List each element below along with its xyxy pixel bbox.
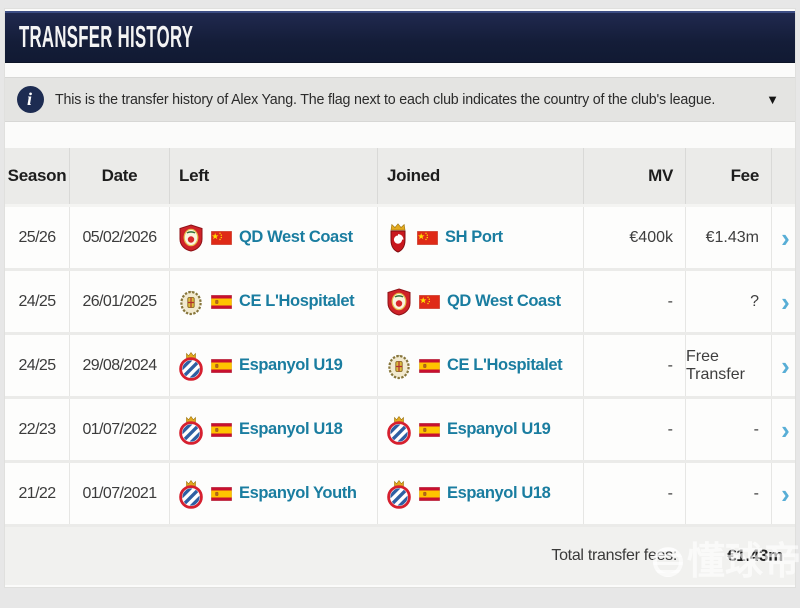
flag-spain-icon	[419, 422, 440, 437]
table-header-row: Season Date Left Joined MV Fee	[5, 148, 795, 207]
column-header-spacer	[771, 148, 797, 204]
left-club-name[interactable]: Espanyol U18	[239, 420, 343, 438]
joined-club-cell[interactable]: SH Port	[377, 207, 583, 268]
mv-cell: €400k	[583, 207, 685, 268]
flag-china-icon	[419, 294, 440, 309]
qd-west-coast-badge-icon	[386, 287, 412, 316]
column-header-season: Season	[7, 166, 67, 185]
left-club-name[interactable]: Espanyol Youth	[239, 484, 357, 502]
left-club-name[interactable]: CE L'Hospitalet	[239, 292, 355, 310]
fee-cell: -	[685, 399, 771, 460]
info-icon: i	[17, 86, 44, 113]
date-cell: 01/07/2022	[69, 399, 169, 460]
espanyol-badge-icon	[178, 415, 204, 445]
qd-west-coast-badge-icon	[178, 223, 204, 252]
ce-lhospitalet-badge-icon	[178, 288, 204, 316]
transfer-row[interactable]: 22/23 01/07/2022 Espanyol U18 Espanyol U…	[5, 399, 795, 463]
joined-club-cell[interactable]: Espanyol U18	[377, 463, 583, 524]
total-fees-value: €1.43m	[727, 546, 783, 565]
left-club-cell[interactable]: QD West Coast	[169, 207, 377, 268]
transfer-row[interactable]: 25/26 05/02/2026 QD West Coast SH Port €…	[5, 207, 795, 271]
season-cell: 21/22	[18, 484, 56, 502]
flag-spain-icon	[419, 358, 440, 373]
fee-cell: Free Transfer	[685, 335, 771, 396]
date-cell: 01/07/2021	[69, 463, 169, 524]
info-text: This is the transfer history of Alex Yan…	[55, 91, 716, 108]
row-chevron-right-icon[interactable]: ›	[781, 350, 790, 381]
flag-spain-icon	[419, 486, 440, 501]
row-chevron-right-icon[interactable]: ›	[781, 478, 790, 509]
row-chevron-right-icon[interactable]: ›	[781, 286, 790, 317]
joined-club-cell[interactable]: CE L'Hospitalet	[377, 335, 583, 396]
transfer-row[interactable]: 24/25 29/08/2024 Espanyol U19 CE L'Hospi…	[5, 335, 795, 399]
espanyol-badge-icon	[178, 351, 204, 381]
transfer-history-panel: TRANSFER HISTORY i This is the transfer …	[4, 8, 800, 588]
left-club-cell[interactable]: Espanyol U18	[169, 399, 377, 460]
mv-cell: -	[583, 399, 685, 460]
joined-club-name[interactable]: Espanyol U19	[447, 420, 551, 438]
fee-cell: -	[685, 463, 771, 524]
joined-club-cell[interactable]: QD West Coast	[377, 271, 583, 332]
page-title: TRANSFER HISTORY	[19, 20, 194, 54]
total-fees-label: Total transfer fees:	[551, 547, 677, 564]
column-header-date: Date	[69, 148, 169, 204]
fee-cell: €1.43m	[685, 207, 771, 268]
transfer-row[interactable]: 24/25 26/01/2025 CE L'Hospitalet QD West…	[5, 271, 795, 335]
espanyol-badge-icon	[178, 479, 204, 509]
flag-china-icon	[211, 230, 232, 245]
fee-cell: ?	[685, 271, 771, 332]
transfer-history-table: Season Date Left Joined MV Fee 25/26 05/…	[5, 148, 800, 585]
season-cell: 25/26	[18, 228, 56, 246]
left-club-cell[interactable]: CE L'Hospitalet	[169, 271, 377, 332]
table-footer: Total transfer fees: €1.43m 懂球帝	[5, 527, 800, 585]
joined-club-name[interactable]: SH Port	[445, 228, 503, 246]
transfer-row[interactable]: 21/22 01/07/2021 Espanyol Youth Espanyol…	[5, 463, 795, 527]
espanyol-badge-icon	[386, 415, 412, 445]
column-header-mv: MV	[583, 148, 685, 204]
flag-spain-icon	[211, 422, 232, 437]
mv-cell: -	[583, 271, 685, 332]
panel-title-bar: TRANSFER HISTORY	[5, 11, 795, 63]
joined-club-name[interactable]: QD West Coast	[447, 292, 561, 310]
row-chevron-right-icon[interactable]: ›	[781, 414, 790, 445]
mv-cell: -	[583, 335, 685, 396]
season-cell: 24/25	[18, 356, 56, 374]
sh-port-badge-icon	[386, 222, 410, 253]
left-club-name[interactable]: Espanyol U19	[239, 356, 343, 374]
flag-china-icon	[417, 230, 438, 245]
flag-spain-icon	[211, 486, 232, 501]
column-header-left: Left	[169, 148, 377, 204]
chevron-down-icon[interactable]: ▼	[766, 92, 779, 107]
mv-cell: -	[583, 463, 685, 524]
season-cell: 22/23	[18, 420, 56, 438]
season-cell: 24/25	[18, 292, 56, 310]
ce-lhospitalet-badge-icon	[386, 352, 412, 380]
left-club-cell[interactable]: Espanyol Youth	[169, 463, 377, 524]
left-club-cell[interactable]: Espanyol U19	[169, 335, 377, 396]
row-chevron-right-icon[interactable]: ›	[781, 222, 790, 253]
info-bar: i This is the transfer history of Alex Y…	[5, 77, 795, 122]
flag-spain-icon	[211, 358, 232, 373]
flag-spain-icon	[211, 294, 232, 309]
left-club-name[interactable]: QD West Coast	[239, 228, 353, 246]
date-cell: 29/08/2024	[69, 335, 169, 396]
date-cell: 05/02/2026	[69, 207, 169, 268]
column-header-joined: Joined	[377, 148, 583, 204]
date-cell: 26/01/2025	[69, 271, 169, 332]
joined-club-cell[interactable]: Espanyol U19	[377, 399, 583, 460]
joined-club-name[interactable]: Espanyol U18	[447, 484, 551, 502]
espanyol-badge-icon	[386, 479, 412, 509]
column-header-fee: Fee	[685, 148, 771, 204]
joined-club-name[interactable]: CE L'Hospitalet	[447, 356, 563, 374]
